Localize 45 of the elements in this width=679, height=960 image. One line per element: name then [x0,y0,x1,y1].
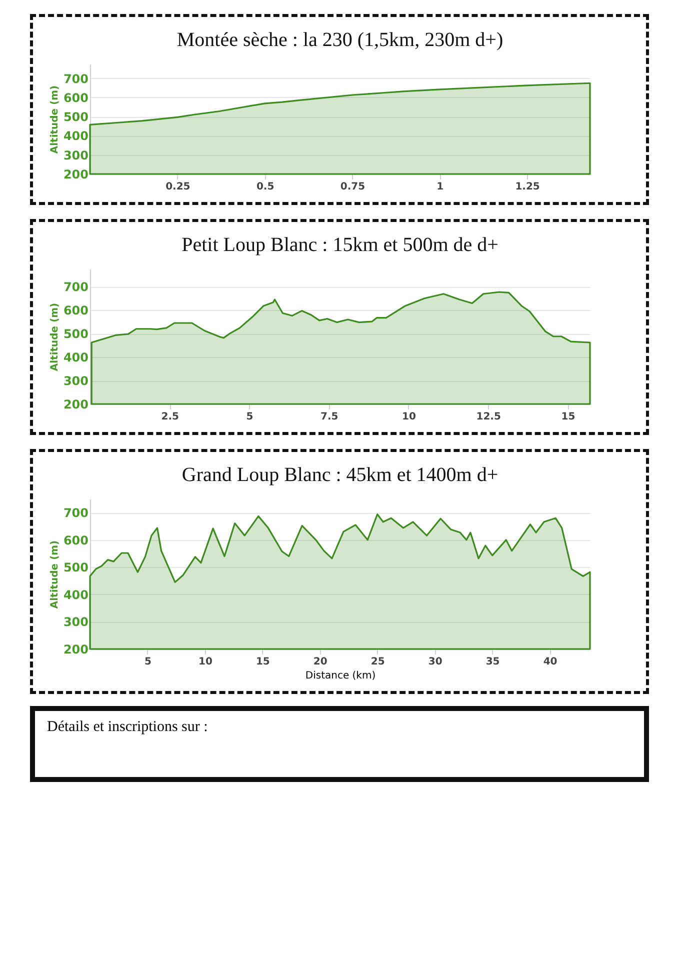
chart-title: Grand Loup Blanc : 45km et 1400m d+ [182,464,498,486]
y-tick-label: 600 [63,90,88,105]
x-axis-title: Distance (km) [305,670,376,682]
y-axis-title: Altitude (m) [49,540,60,609]
x-tick-label: 35 [486,656,500,668]
x-tick-label: 5 [246,412,254,422]
x-tick-label: 5 [144,656,152,668]
y-tick-label: 200 [63,642,88,656]
x-tick-label: 1.25 [515,182,540,192]
y-tick-label: 500 [63,327,88,342]
y-tick-label: 500 [63,110,88,124]
text: Détails et inscriptions sur : [47,719,209,736]
y-axis-title: Altitude (m) [49,302,60,372]
y-tick-label: 200 [63,398,88,412]
x-tick-label: 12.5 [476,412,501,422]
y-tick-label: 600 [63,304,88,318]
y-tick-label: 700 [63,506,88,520]
y-tick-label: 200 [63,168,88,182]
y-tick-label: 600 [63,533,88,548]
x-tick-label: 20 [313,656,328,668]
y-tick-label: 400 [63,350,88,365]
y-tick-label: 300 [63,148,88,162]
y-tick-label: 400 [63,129,88,144]
x-tick-label: 7.5 [320,412,338,422]
y-tick-label: 300 [63,374,88,388]
y-tick-label: 300 [63,615,88,630]
x-tick-label: 10 [198,656,212,668]
x-tick-label: 0.5 [256,182,274,192]
x-tick-label: 30 [428,656,442,668]
y-tick-label: 700 [63,280,88,294]
chart-title: Montée sèche : la 230 (1,5km, 230m d+) [176,29,504,51]
x-tick-label: 10 [402,412,416,422]
x-tick-label: 25 [370,656,385,668]
chart-title: Petit Loup Blanc : 15km et 500m de d+ [182,234,498,256]
x-tick-label: 0.25 [166,182,190,192]
y-tick-label: 500 [63,560,88,575]
x-tick-label: 15 [256,656,270,668]
y-tick-label: 700 [63,72,88,86]
x-tick-label: 2.5 [161,412,180,422]
y-axis-title: Altitude (m) [49,85,60,154]
x-tick-label: 40 [543,656,558,668]
y-tick-label: 400 [63,588,88,602]
x-tick-label: 1 [436,182,444,192]
x-tick-label: 15 [561,412,576,422]
x-tick-label: 0.75 [340,182,366,192]
